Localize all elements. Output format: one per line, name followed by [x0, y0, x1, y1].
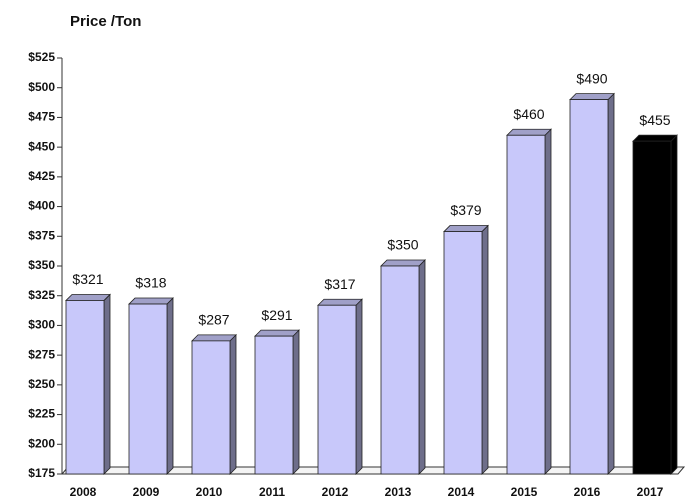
- bar-side: [418, 259, 426, 475]
- y-tick-label: $350: [28, 258, 55, 272]
- bar: [632, 140, 672, 475]
- y-tick-label: $375: [28, 228, 55, 242]
- bar-side: [166, 297, 174, 475]
- bar-side: [103, 293, 111, 475]
- y-tick-label: $500: [28, 80, 55, 94]
- y-tick-label: $175: [28, 466, 55, 480]
- value-label: $321: [72, 271, 103, 287]
- y-tick-label: $450: [28, 139, 55, 153]
- value-label: $287: [198, 312, 229, 328]
- bar-top: [443, 225, 489, 232]
- y-tick-label: $525: [28, 50, 55, 64]
- x-tick-label: 2014: [448, 485, 475, 499]
- bar-top: [65, 294, 111, 301]
- x-tick-label: 2015: [511, 485, 538, 499]
- chart-title: Price /Ton: [70, 13, 141, 30]
- bar-top: [632, 134, 678, 142]
- bar-side: [355, 298, 363, 475]
- value-label: $379: [450, 202, 481, 218]
- y-tick-label: $425: [28, 169, 55, 183]
- bar-side: [292, 329, 300, 475]
- bar-top: [191, 334, 237, 342]
- value-label: $460: [513, 106, 544, 122]
- bar: [191, 340, 231, 475]
- bar-side: [544, 128, 552, 475]
- bar: [569, 99, 609, 475]
- y-tick-label: $300: [28, 318, 55, 332]
- y-tick-label: $200: [28, 436, 55, 450]
- bar-top: [506, 128, 552, 136]
- value-label: $350: [387, 237, 418, 253]
- y-tick-label: $250: [28, 377, 55, 391]
- x-tick-label: 2009: [133, 485, 160, 499]
- value-label: $455: [639, 112, 670, 128]
- bar-side: [481, 224, 489, 475]
- y-tick-label: $475: [28, 110, 55, 124]
- bar: [506, 134, 546, 475]
- x-tick-label: 2012: [322, 485, 349, 499]
- bar: [128, 303, 168, 475]
- value-label: $291: [261, 307, 292, 323]
- y-tick-label: $275: [28, 347, 55, 361]
- x-tick-label: 2013: [385, 485, 412, 499]
- bar-top: [569, 93, 615, 100]
- bar-side: [229, 333, 237, 475]
- y-tick-label: $325: [28, 288, 55, 302]
- x-tick-label: 2017: [637, 485, 664, 499]
- value-label: $317: [324, 276, 355, 292]
- bar: [317, 304, 357, 475]
- bar: [65, 300, 105, 475]
- bar-side: [607, 92, 615, 475]
- value-label: $318: [135, 275, 166, 291]
- bar-top: [317, 298, 363, 306]
- bar-top: [254, 329, 300, 337]
- x-tick-label: 2011: [259, 485, 285, 499]
- bar: [380, 265, 420, 475]
- bar-top: [128, 297, 174, 305]
- bar: [254, 335, 294, 475]
- bar: [443, 231, 483, 475]
- x-tick-label: 2016: [574, 485, 601, 499]
- y-tick-label: $225: [28, 407, 55, 421]
- bar-top: [380, 259, 426, 267]
- bar-side: [670, 134, 678, 475]
- value-label: $490: [576, 70, 607, 86]
- y-tick-label: $400: [28, 199, 55, 213]
- x-tick-label: 2008: [70, 485, 97, 499]
- x-tick-label: 2010: [196, 485, 223, 499]
